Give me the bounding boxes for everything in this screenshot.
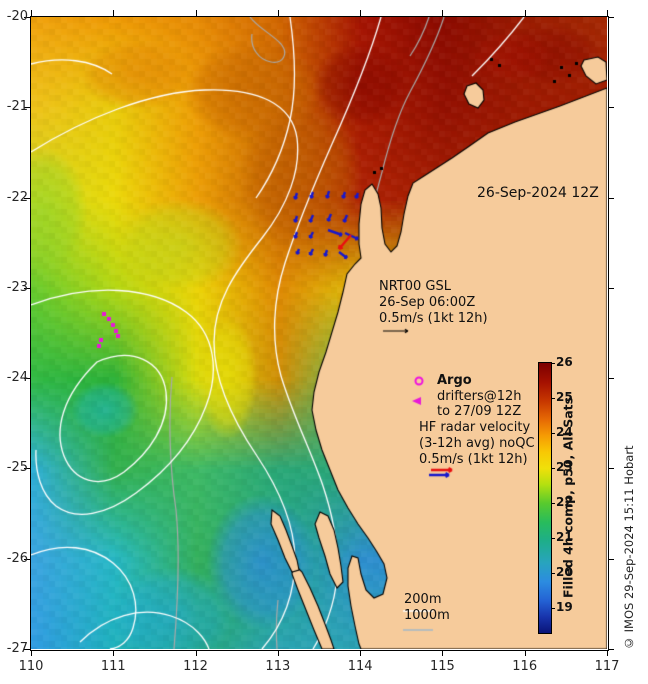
- y-tick-label: -26: [6, 550, 28, 566]
- x-tick-mark-top: [360, 10, 362, 16]
- y-tick-mark-right: [608, 468, 614, 470]
- isobath-1000m-label: 1000m: [404, 608, 450, 623]
- colorbar-title: Filled 4h comp, p50, All Sats: [560, 396, 576, 598]
- colorbar-tick-label: 20: [556, 565, 573, 579]
- colorbar-tick-label: 24: [556, 425, 573, 439]
- x-tick-mark-top: [195, 10, 197, 16]
- colorbar-tick-mark: [551, 608, 555, 609]
- y-tick-mark: [24, 107, 30, 109]
- nrt-scale-label: 0.5m/s (1kt 12h): [379, 311, 488, 326]
- y-tick-label: -23: [6, 279, 28, 295]
- colorbar-tick-mark: [551, 503, 555, 504]
- y-tick-mark: [24, 197, 30, 199]
- colorbar-gradient: [538, 362, 552, 634]
- colorbar-tick-mark: [551, 433, 555, 434]
- legend-drifters-label-1: drifters@12h: [437, 389, 522, 404]
- legend-hf-label-1: HF radar velocity: [419, 420, 531, 435]
- x-tick-label: 110: [18, 659, 44, 674]
- y-tick-mark-right: [608, 17, 614, 18]
- x-tick-mark-top: [277, 10, 279, 16]
- y-tick-mark: [24, 378, 30, 380]
- y-tick-mark: [24, 468, 30, 470]
- legend-hf-label-3: 0.5m/s (1kt 12h): [419, 452, 528, 467]
- colorbar-tick-label: 22: [556, 495, 573, 509]
- y-tick-label: -21: [6, 99, 28, 115]
- x-tick-mark-top: [113, 10, 115, 16]
- colorbar-tick-label: 25: [556, 390, 573, 404]
- x-tick-label: 112: [183, 659, 208, 674]
- y-tick-label: -24: [6, 370, 28, 386]
- y-tick-mark: [24, 287, 30, 289]
- y-tick-mark: [24, 17, 30, 18]
- x-tick-mark-top: [442, 10, 444, 16]
- y-tick-mark-right: [608, 107, 614, 109]
- x-tick-label: 117: [594, 659, 620, 674]
- y-tick-mark-right: [608, 287, 614, 289]
- legend-drifters-label-2: to 27/09 12Z: [437, 404, 522, 419]
- copyright-label: © IMOS 29-Sep-2024 15:11 Hobart: [622, 445, 636, 650]
- x-tick-label: 115: [430, 659, 455, 674]
- y-tick-label: -22: [6, 189, 28, 205]
- y-tick-mark-right: [608, 649, 614, 650]
- colorbar-tick-mark: [551, 363, 555, 364]
- x-tick-label: 113: [265, 659, 291, 674]
- colorbar-tick-mark: [551, 398, 555, 399]
- x-tick-label: 114: [347, 659, 373, 674]
- colorbar-tick-mark: [551, 573, 555, 574]
- x-tick-mark: [113, 650, 115, 656]
- sst-map-canvas: [31, 17, 607, 649]
- colorbar-tick-label: 23: [556, 460, 573, 474]
- y-tick-mark: [24, 649, 30, 650]
- x-tick-mark: [195, 650, 197, 656]
- colorbar-tick-label: 21: [556, 530, 573, 544]
- x-tick-mark: [360, 650, 362, 656]
- colorbar-tick-mark: [551, 538, 555, 539]
- y-tick-label: -27: [6, 641, 28, 656]
- y-tick-mark-right: [608, 378, 614, 380]
- x-tick-label: 111: [100, 659, 126, 674]
- colorbar-tick-label: 26: [556, 355, 573, 369]
- y-tick-label: -25: [6, 460, 28, 476]
- y-tick-mark: [24, 558, 30, 560]
- x-tick-mark: [524, 650, 526, 656]
- x-tick-mark-top: [524, 10, 526, 16]
- x-tick-mark: [607, 650, 608, 656]
- colorbar-tick-mark: [551, 468, 555, 469]
- x-tick-mark-top: [607, 10, 608, 16]
- x-tick-mark-top: [31, 10, 32, 16]
- y-tick-label: -20: [6, 9, 28, 24]
- x-tick-label: 116: [512, 659, 538, 674]
- nrt-time-label: 26-Sep 06:00Z: [379, 295, 476, 310]
- colorbar-tick-label: 19: [556, 600, 573, 614]
- map-plot-frame: [30, 16, 609, 651]
- map-datetime-label: 26-Sep-2024 12Z: [477, 185, 599, 201]
- y-tick-mark-right: [608, 558, 614, 560]
- x-tick-mark: [277, 650, 279, 656]
- legend-argo-label: Argo: [437, 373, 472, 388]
- x-tick-mark: [31, 650, 32, 656]
- legend-hf-label-2: (3-12h avg) noQC: [419, 436, 535, 451]
- y-tick-mark-right: [608, 197, 614, 199]
- nrt-gsl-label: NRT00 GSL: [379, 279, 451, 294]
- isobath-200m-label: 200m: [404, 592, 442, 607]
- x-tick-mark: [442, 650, 444, 656]
